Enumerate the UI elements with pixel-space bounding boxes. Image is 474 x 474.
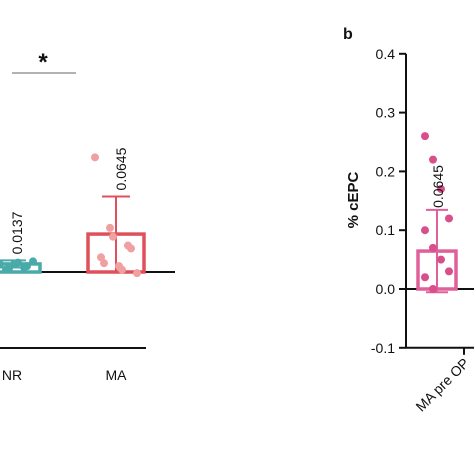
panel-b: b 0.4 0.3 0.2 0.1 0.0 -0.1 % cEPC 0.0645 MA pre O… <box>343 26 474 415</box>
data-point-ma-pre-op <box>429 285 437 293</box>
data-label-ma: 0.0645 <box>113 147 129 190</box>
data-point-ma <box>118 265 126 274</box>
data-point-ma-pre-op <box>421 132 429 141</box>
data-point-ma-pre-op <box>445 267 453 276</box>
data-point-ma <box>91 153 99 162</box>
x-tick-label-nr: NR <box>2 367 22 383</box>
x-tick-label-ma-pre-op: MA pre OP <box>412 355 472 415</box>
data-label-ma-pre-op: 0.0645 <box>430 165 446 208</box>
data-point-ma-pre-op <box>429 243 437 252</box>
data-point-nr <box>23 262 31 271</box>
y-tick-label: -0.1 <box>371 340 395 356</box>
data-point-nr <box>0 260 4 269</box>
y-tick-label: 0.0 <box>376 281 396 297</box>
data-point-ma <box>100 259 108 268</box>
data-point-ma-pre-op <box>445 214 453 223</box>
panel-letter-b: b <box>343 26 353 43</box>
data-point-ma <box>97 253 105 262</box>
data-point-ma-pre-op <box>437 185 445 194</box>
y-tick-label: 0.3 <box>376 105 396 121</box>
data-point-ma <box>106 223 114 232</box>
data-point-ma-pre-op <box>421 273 429 282</box>
data-point-ma-pre-op <box>437 255 445 264</box>
y-tick-label: 0.1 <box>376 222 396 238</box>
data-point-ma-pre-op <box>421 226 429 235</box>
y-tick-label: 0.4 <box>376 46 396 62</box>
y-axis-title: % cEPC <box>345 171 362 228</box>
data-point-ma <box>127 244 135 253</box>
y-tick-label: 0.2 <box>376 163 396 179</box>
data-point-ma-pre-op <box>429 155 437 164</box>
data-point-ma <box>109 232 117 241</box>
data-point-nr <box>14 258 22 267</box>
data-point-nr <box>29 257 37 266</box>
data-label-nr: 0.0137 <box>9 211 25 254</box>
x-tick-label-ma: MA <box>106 367 128 383</box>
panel-a: NR 0.0137 MA 0.0645 * <box>0 49 175 383</box>
significance-star: * <box>38 49 48 76</box>
data-point-ma <box>133 269 141 278</box>
data-point-nr <box>5 264 13 273</box>
